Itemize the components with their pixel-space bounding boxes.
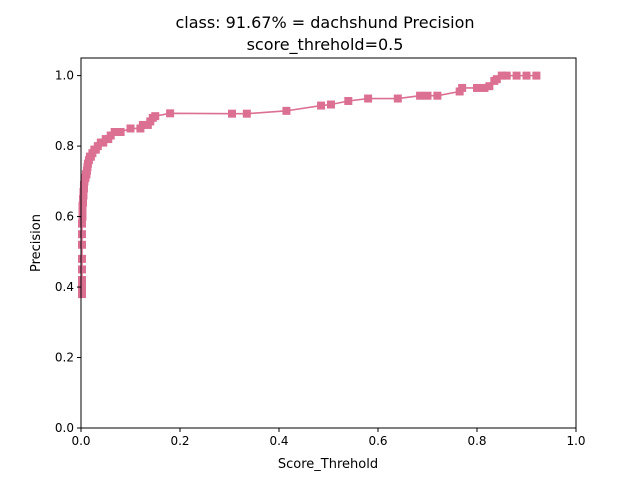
chart-title-line-2: score_threhold=0.5 <box>247 35 404 55</box>
precision-point <box>77 290 86 299</box>
x-tick-label: 0.0 <box>71 434 90 448</box>
precision-point <box>344 96 353 105</box>
plot-area <box>77 71 541 299</box>
precision-point <box>502 71 511 80</box>
x-tick-label: 0.4 <box>269 434 288 448</box>
y-tick-label: 0.8 <box>55 139 74 153</box>
x-axis: 0.0 0.2 0.4 0.6 0.8 1.0 <box>71 428 586 448</box>
precision-point <box>77 283 86 292</box>
y-axis-label: Precision <box>29 214 44 272</box>
precision-point <box>473 83 481 92</box>
precision-point <box>77 230 86 239</box>
precision-point <box>77 219 86 228</box>
y-tick-label: 0.6 <box>55 210 74 224</box>
x-tick-label: 0.2 <box>170 434 189 448</box>
precision-point <box>433 91 442 100</box>
y-tick-label: 0.2 <box>55 351 74 365</box>
precision-point <box>326 100 335 109</box>
x-tick-label: 1.0 <box>566 434 585 448</box>
precision-point <box>77 265 86 274</box>
precision-point <box>512 71 521 80</box>
precision-point <box>480 83 489 92</box>
y-tick-label: 1.0 <box>55 69 74 83</box>
precision-point <box>77 254 86 263</box>
precision-point <box>242 109 251 118</box>
x-axis-label: Score_Threhold <box>278 457 378 472</box>
y-axis: 0.0 0.2 0.4 0.6 0.8 1.0 <box>55 69 81 435</box>
precision-point <box>78 212 87 221</box>
precision-point <box>393 94 402 103</box>
precision-point <box>532 71 541 80</box>
y-tick-label: 0.4 <box>55 280 74 294</box>
precision-point <box>227 109 236 118</box>
precision-point <box>497 71 506 80</box>
precision-point <box>458 83 467 92</box>
precision-point <box>77 276 86 284</box>
precision-point <box>416 91 425 100</box>
precision-point <box>77 240 86 249</box>
precision-point <box>317 101 326 110</box>
precision-point <box>138 120 147 129</box>
precision-point <box>282 106 291 115</box>
precision-point <box>423 91 432 100</box>
precision-point <box>116 128 125 136</box>
precision-point <box>522 71 531 80</box>
precision-point <box>126 124 135 133</box>
precision-point <box>492 75 501 84</box>
precision-point <box>485 82 494 91</box>
x-tick-label: 0.8 <box>467 434 486 448</box>
y-tick-label: 0.0 <box>55 421 74 435</box>
axes-frame <box>80 57 577 429</box>
precision-point <box>166 109 175 118</box>
x-tick-label: 0.6 <box>368 434 387 448</box>
precision-point <box>364 94 373 103</box>
chart-title-line-1: class: 91.67% = dachshund Precision <box>175 13 474 32</box>
precision-point <box>151 112 160 121</box>
